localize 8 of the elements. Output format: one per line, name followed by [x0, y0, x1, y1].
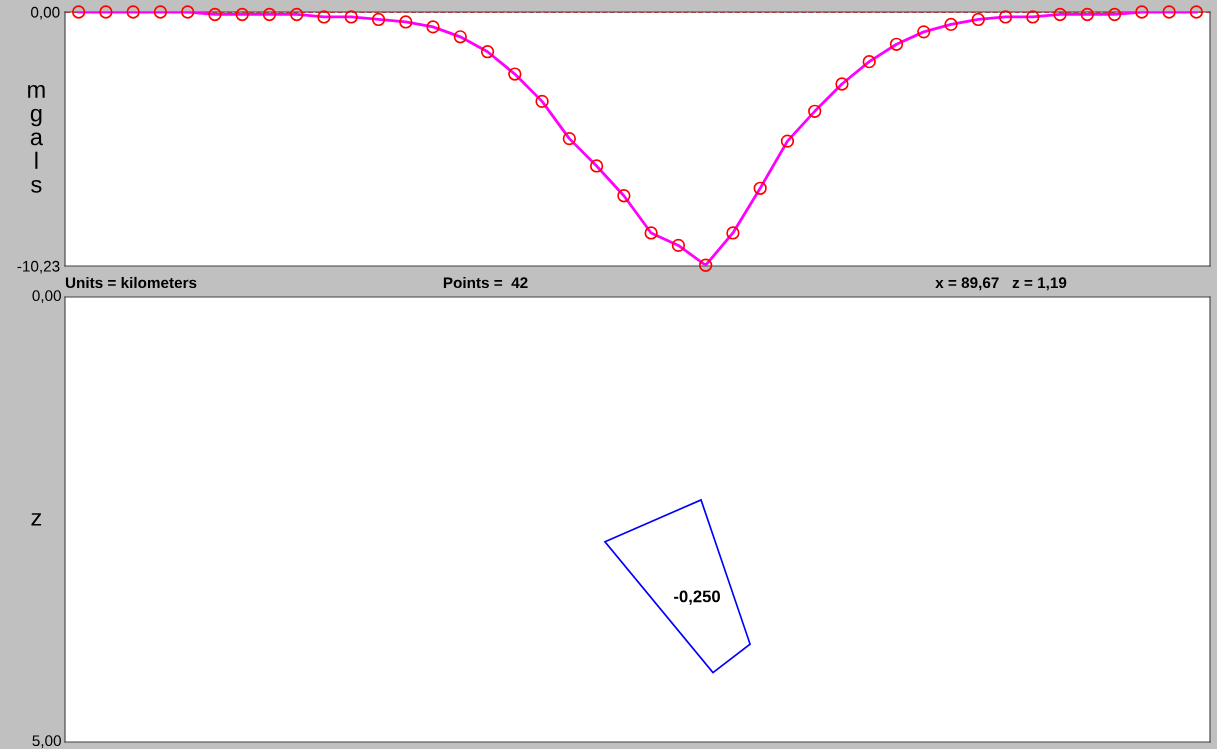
y-axis-title: mgals: [28, 84, 45, 193]
text: Units = kilometers: [65, 276, 197, 289]
text: Points = 42: [443, 276, 528, 289]
text: -0,250: [674, 590, 720, 605]
text: 5,00: [32, 735, 61, 748]
y-tick-label: -10,23: [17, 260, 60, 274]
text: z: [31, 513, 42, 526]
text: x = 89,67 z = 1,19: [935, 277, 1067, 291]
